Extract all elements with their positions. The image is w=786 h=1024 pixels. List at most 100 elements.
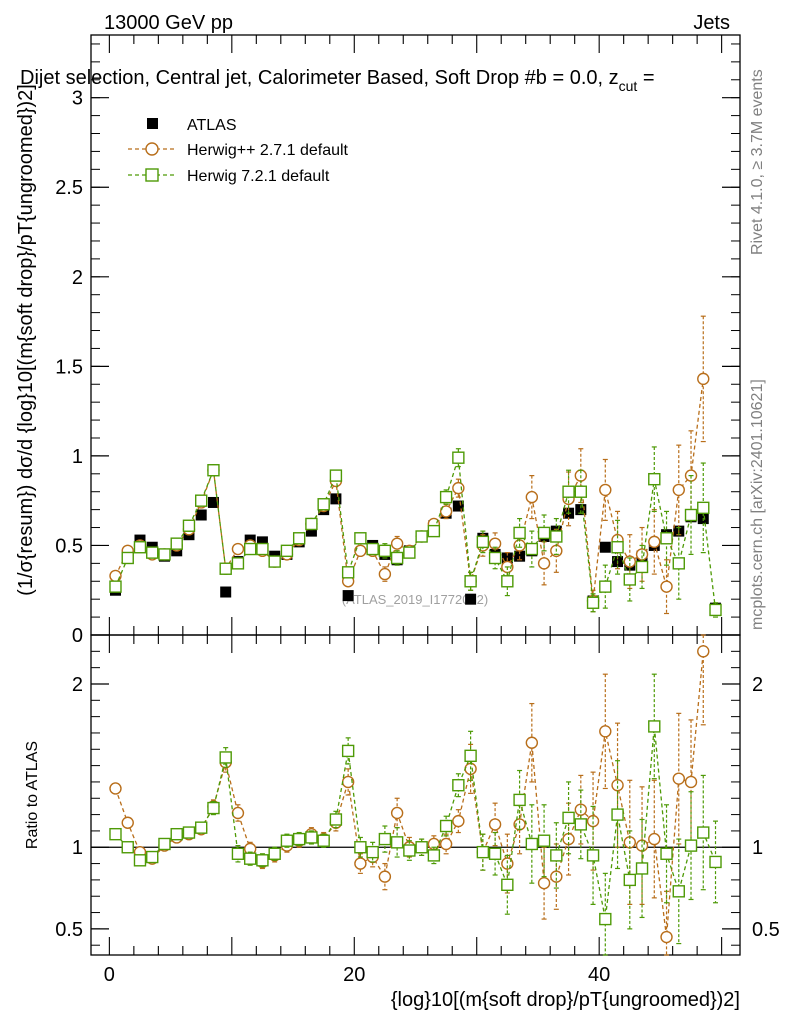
data-point-atlas — [330, 493, 342, 505]
data-point-herwig7 — [329, 813, 343, 826]
data-point-atlas — [195, 509, 207, 521]
data-point-herwig7 — [109, 827, 122, 841]
data-point-herwigpp — [599, 483, 612, 497]
data-point-herwigpp — [697, 372, 710, 386]
chart-title-tail: = — [637, 67, 654, 89]
data-point-herwig7 — [599, 580, 612, 593]
data-point-atlas — [305, 525, 317, 537]
data-point-herwigpp — [390, 806, 404, 820]
data-point-herwig7 — [525, 837, 539, 851]
data-point-herwig7 — [243, 542, 257, 556]
y-tick-label: 0 — [72, 625, 83, 647]
data-point-herwig7 — [623, 573, 636, 586]
data-point-herwigpp — [623, 555, 636, 568]
data-point-herwig7 — [648, 472, 661, 486]
data-point-herwig7 — [231, 847, 245, 860]
data-point-herwig7 — [195, 494, 208, 507]
data-point-herwig7 — [672, 557, 685, 570]
main-y-axis-label: (1/σ{resum}) dσ/d {log}10[(m{soft drop}/… — [15, 84, 37, 596]
ratio-frame — [90, 634, 741, 956]
y-tick-label: 2.5 — [55, 177, 83, 199]
data-point-herwig7 — [599, 912, 612, 926]
data-point-atlas — [256, 536, 268, 548]
data-point-herwig7 — [684, 839, 698, 852]
data-point-herwig7 — [305, 517, 318, 531]
data-point-herwig7 — [280, 544, 294, 558]
data-point-herwigpp — [452, 481, 465, 495]
series-herwig-7-2-1-default — [109, 446, 722, 618]
data-point-herwigpp — [660, 580, 673, 593]
y-tick-label: 1.5 — [55, 356, 83, 378]
data-point-herwigpp — [354, 857, 367, 870]
data-point-herwigpp — [550, 870, 563, 883]
data-point-herwig7 — [268, 555, 281, 568]
data-point-herwig7 — [439, 819, 453, 833]
data-point-herwig7 — [317, 498, 330, 511]
ratio-x-ticks: 0 20 40 — [104, 635, 723, 986]
data-point-herwigpp — [697, 645, 710, 658]
data-point-herwig7 — [219, 751, 232, 764]
data-point-herwigpp — [390, 537, 404, 550]
y-tick-label-right: 1 — [752, 837, 763, 859]
data-point-herwigpp — [525, 490, 539, 504]
series-herwig-7-2-1-default — [109, 673, 722, 956]
data-point-herwigpp — [672, 772, 685, 785]
data-point-herwigpp — [599, 725, 612, 738]
data-point-herwig7 — [488, 847, 502, 860]
data-point-herwig7 — [354, 532, 367, 545]
data-point-herwig7 — [415, 530, 428, 543]
data-point-herwigpp — [537, 876, 551, 890]
data-point-herwig7 — [550, 849, 563, 862]
data-point-herwig7 — [133, 541, 147, 554]
data-point-herwig7 — [427, 849, 441, 862]
data-point-herwig7 — [501, 575, 514, 588]
data-point-herwig7 — [231, 557, 245, 570]
data-point-herwig7 — [562, 485, 575, 498]
data-point-herwigpp — [513, 818, 526, 831]
data-point-herwigpp — [488, 818, 502, 831]
data-point-herwigpp — [672, 483, 685, 497]
data-point-herwig7 — [513, 526, 526, 540]
data-point-herwig7 — [341, 566, 355, 579]
y-tick-label: 1 — [72, 446, 83, 468]
legend: ATLAS Herwig++ 2.7.1 default Herwig 7.2.… — [128, 117, 349, 185]
data-point-herwigpp — [231, 542, 245, 556]
watermark: (ATLAS_2019_I1772062) — [342, 592, 488, 607]
data-point-herwig7 — [427, 524, 441, 538]
data-point-herwig7 — [439, 490, 453, 504]
data-point-herwig7 — [501, 878, 514, 891]
y-tick-label: 0.5 — [55, 535, 83, 557]
data-point-herwig7 — [170, 537, 183, 550]
data-point-herwig7 — [366, 845, 379, 859]
data-point-herwig7 — [660, 847, 673, 860]
data-point-herwig7 — [623, 873, 636, 887]
data-point-herwigpp — [439, 505, 453, 518]
x-axis-label: {log}10[(m{soft drop}/pT{ungroomed})2] — [391, 989, 740, 1011]
series-line — [114, 457, 717, 611]
y-tick-label: 2 — [72, 267, 83, 289]
data-point-herwigpp — [635, 548, 649, 561]
y-tick-label-right: 2 — [752, 674, 763, 696]
data-point-herwig7 — [464, 575, 477, 588]
data-point-herwig7 — [109, 580, 122, 593]
data-point-herwig7 — [317, 834, 330, 847]
data-point-herwig7 — [390, 836, 404, 849]
data-point-herwig7 — [305, 831, 318, 844]
data-point-herwigpp — [660, 930, 673, 944]
data-point-herwig7 — [709, 603, 722, 617]
data-point-herwig7 — [635, 862, 649, 875]
ratio-y-ticks: 0.5 0.5 1 1 2 2 — [55, 650, 780, 946]
legend-label-herwigpp: Herwig++ 2.7.1 default — [187, 142, 349, 159]
data-point-herwig7 — [574, 485, 588, 498]
data-point-herwig7 — [403, 546, 416, 559]
data-point-herwig7 — [158, 548, 171, 561]
data-point-herwig7 — [476, 535, 490, 549]
data-point-herwig7 — [415, 841, 428, 854]
data-point-herwig7 — [329, 469, 343, 482]
data-point-atlas — [465, 593, 477, 605]
data-point-herwig7 — [525, 542, 539, 556]
legend-marker-atlas — [147, 118, 158, 129]
ratio-series-group — [109, 634, 722, 956]
y-tick-label: 3 — [72, 88, 83, 110]
